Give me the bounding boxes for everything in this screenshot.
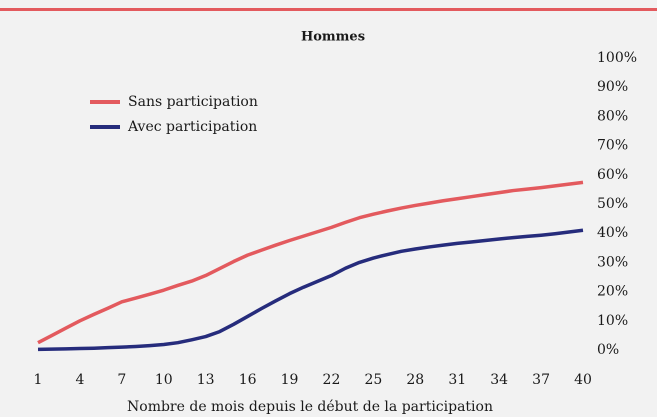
y-tick-label: 70%	[597, 138, 628, 154]
y-tick-label: 80%	[597, 108, 628, 124]
y-tick-label: 100%	[597, 50, 637, 66]
x-tick-label: 28	[406, 372, 424, 388]
x-tick-label: 25	[364, 372, 382, 388]
top-rule	[0, 8, 657, 11]
legend-label: Sans participation	[128, 94, 258, 110]
chart-title: Hommes	[301, 30, 365, 45]
x-tick-label: 19	[281, 372, 299, 388]
x-tick-label: 13	[197, 372, 215, 388]
y-tick-label: 60%	[597, 167, 628, 183]
x-tick-label: 22	[323, 372, 341, 388]
x-tick-label: 16	[239, 372, 257, 388]
y-tick-label: 90%	[597, 79, 628, 95]
y-tick-label: 30%	[597, 254, 628, 270]
x-axis-title: Nombre de mois depuis le début de la par…	[127, 399, 493, 415]
x-tick-label: 37	[532, 372, 550, 388]
line-series	[37, 180, 584, 345]
y-tick-label: 0%	[597, 342, 619, 358]
y-tick-label: 20%	[597, 284, 628, 300]
x-tick-label: 4	[75, 372, 84, 388]
y-tick-label: 40%	[597, 225, 628, 241]
y-tick-label: 50%	[597, 196, 628, 212]
x-tick-label: 1	[34, 372, 43, 388]
x-tick-label: 40	[574, 372, 592, 388]
x-tick-label: 34	[490, 372, 508, 388]
x-tick-label: 31	[448, 372, 466, 388]
line-series	[37, 228, 584, 352]
legend-label: Avec participation	[127, 119, 257, 135]
x-tick-label: 7	[117, 372, 126, 388]
x-tick-label: 10	[155, 372, 173, 388]
y-tick-label: 10%	[597, 313, 628, 329]
